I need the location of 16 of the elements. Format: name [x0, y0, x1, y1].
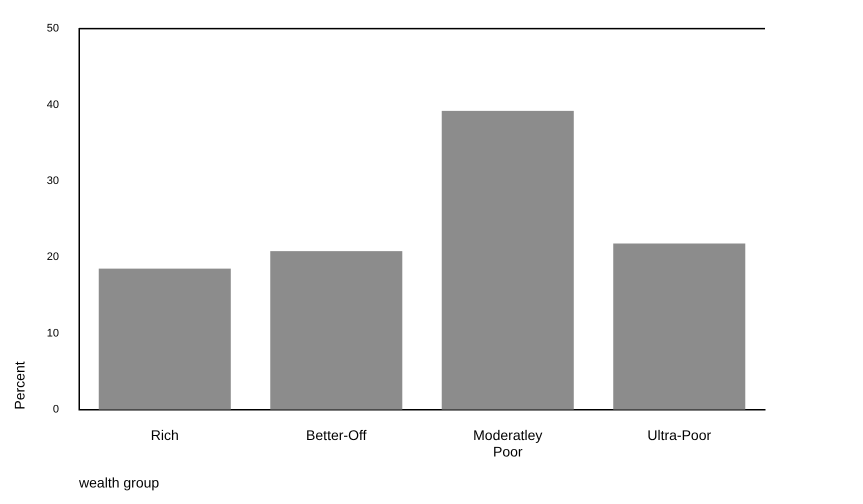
- y-tick-label: 40: [46, 98, 60, 111]
- y-tick-label: 20: [46, 251, 60, 264]
- y-axis-title: Percent: [11, 361, 28, 410]
- x-tick-label: Better-Off: [306, 426, 367, 443]
- bar: [270, 251, 402, 410]
- x-tick-label: Moderatley Poor: [473, 426, 542, 460]
- y-tick-label: 10: [46, 327, 60, 340]
- bar: [98, 268, 231, 410]
- x-tick-label: Rich: [150, 426, 179, 443]
- x-tick-label: Ultra-Poor: [647, 426, 712, 443]
- bar: [442, 110, 574, 410]
- y-tick-label: 0: [52, 404, 60, 416]
- y-tick-label: 30: [46, 175, 60, 188]
- y-tick-label: 50: [46, 22, 60, 35]
- x-axis-title: wealth group: [78, 474, 160, 490]
- bar: [613, 243, 746, 410]
